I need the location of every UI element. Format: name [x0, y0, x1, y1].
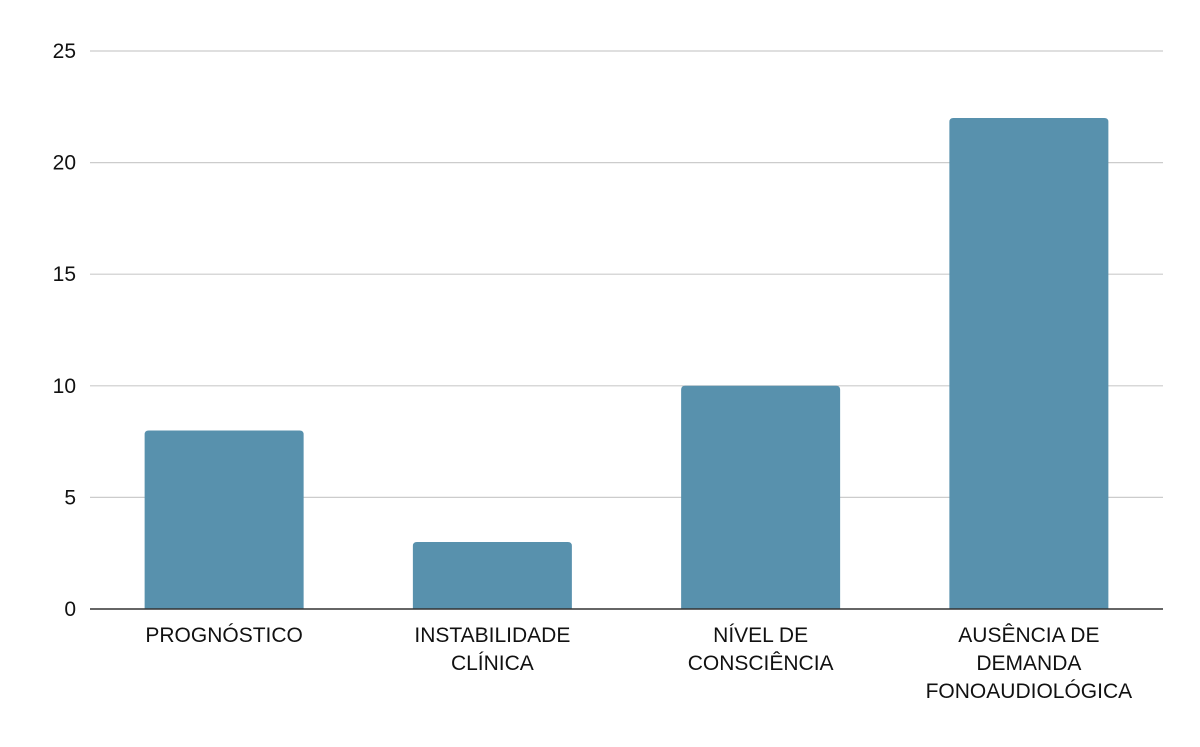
x-axis-tick-labels: PROGNÓSTICO INSTABILIDADE CLÍNICA NÍVEL DE C… — [145, 624, 1132, 703]
y-tick-label: 25 — [53, 40, 76, 63]
bar-2 — [412, 542, 572, 609]
x-tick-label-line: AUSÊNCIA DE — [958, 624, 1099, 647]
y-axis-tick-labels: 0 5 10 15 20 25 — [53, 40, 76, 621]
x-tick-label: INSTABILIDADE CLÍNICA — [414, 624, 570, 675]
x-tick-label-line: DEMANDA — [976, 652, 1081, 675]
x-tick-label: PROGNÓSTICO — [145, 624, 303, 647]
bar-1 — [144, 430, 304, 609]
x-tick-label-line: FONOAUDIOLÓGICA — [926, 680, 1133, 703]
bar-4 — [949, 117, 1109, 610]
bars — [144, 117, 1109, 610]
y-tick-label: 10 — [53, 375, 76, 398]
y-tick-label: 0 — [64, 598, 76, 621]
x-tick-label-line: CLÍNICA — [451, 652, 534, 675]
x-tick-label-line: NÍVEL DE — [713, 624, 808, 647]
y-tick-label: 20 — [53, 152, 76, 175]
x-tick-label: AUSÊNCIA DE DEMANDA FONOAUDIOLÓGICA — [926, 624, 1133, 703]
x-tick-label-line: CONSCIÊNCIA — [688, 652, 834, 675]
y-tick-label: 5 — [64, 486, 76, 509]
x-tick-label: NÍVEL DE CONSCIÊNCIA — [688, 624, 834, 675]
x-tick-label-line: PROGNÓSTICO — [145, 624, 303, 647]
x-tick-label-line: INSTABILIDADE — [414, 624, 570, 647]
y-tick-label: 15 — [53, 263, 76, 286]
bar-3 — [681, 385, 841, 609]
